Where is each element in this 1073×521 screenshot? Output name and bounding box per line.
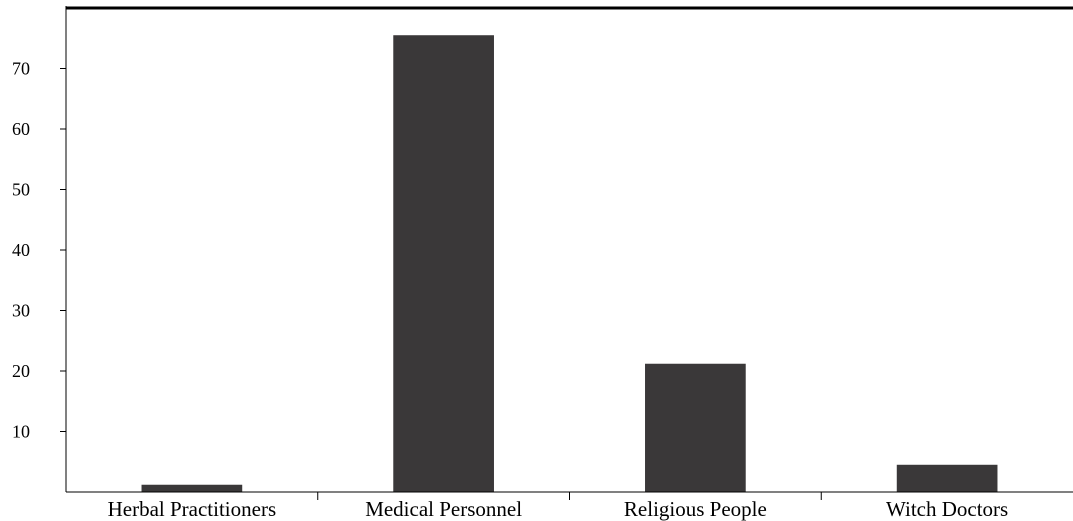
y-tick-label: 70 bbox=[12, 59, 30, 79]
bar bbox=[141, 484, 243, 492]
bar bbox=[393, 35, 494, 492]
y-tick-label: 60 bbox=[12, 119, 30, 139]
y-axis: 10 20 30 40 50 60 70 bbox=[12, 59, 66, 442]
bar bbox=[896, 464, 998, 492]
x-tick-label: Medical Personnel bbox=[365, 497, 522, 521]
x-tick-label: Religious People bbox=[624, 497, 767, 521]
y-tick-label: 50 bbox=[12, 180, 30, 200]
y-tick-label: 20 bbox=[12, 361, 30, 381]
x-axis: Herbal Practitioners Medical Personnel Rel… bbox=[108, 492, 1008, 521]
x-tick-label: Witch Doctors bbox=[886, 497, 1008, 521]
y-tick-label: 40 bbox=[12, 240, 30, 260]
bar bbox=[645, 363, 746, 492]
y-tick-label: 30 bbox=[12, 301, 30, 321]
y-tick-label: 10 bbox=[12, 422, 30, 442]
x-tick-label: Herbal Practitioners bbox=[108, 497, 277, 521]
bars bbox=[141, 35, 998, 492]
